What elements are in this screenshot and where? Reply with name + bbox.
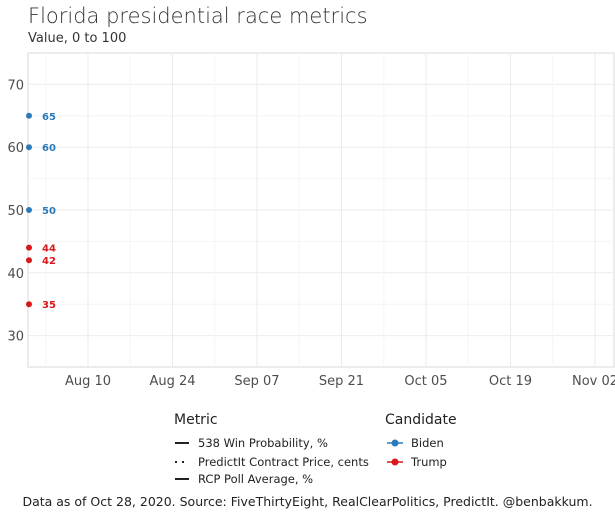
data-label-trump: 35: [42, 300, 56, 311]
y-tick-label: 70: [7, 78, 24, 93]
y-tick-label: 30: [7, 330, 24, 345]
dotted-line-key-icon: [172, 455, 192, 469]
legend-label: PredictIt Contract Price, cents: [198, 455, 369, 469]
data-point-biden: [26, 112, 32, 119]
x-tick-label: Oct 19: [489, 374, 532, 389]
data-point-biden: [26, 144, 32, 151]
biden-dot-key-icon: [385, 436, 405, 450]
y-tick-label: 50: [7, 204, 24, 219]
y-axis-ticks: 30 40 50 60 70: [7, 78, 24, 344]
legend-label: 538 Win Probability, %: [198, 436, 328, 450]
legend-label: Biden: [411, 436, 444, 450]
x-tick-label: Nov 02: [572, 374, 615, 389]
data-point-trump: [26, 244, 32, 251]
data-point-trump: [26, 257, 32, 264]
y-tick-label: 40: [7, 267, 24, 282]
legend-item-biden: Biden: [385, 436, 444, 450]
data-label-biden: 60: [42, 143, 56, 154]
y-tick-label: 60: [7, 141, 24, 156]
legend-item-rcp: RCP Poll Average, %: [172, 472, 313, 486]
x-tick-label: Oct 05: [404, 374, 447, 389]
x-tick-label: Aug 10: [65, 374, 111, 389]
trump-dot-key-icon: [385, 455, 405, 469]
data-point-biden: [26, 207, 32, 213]
legend-label: RCP Poll Average, %: [198, 472, 314, 486]
legend-item-538: 538 Win Probability, %: [172, 436, 328, 450]
legend-item-predictit: PredictIt Contract Price, cents: [172, 455, 369, 469]
data-label-trump: 44: [42, 244, 56, 255]
data-label-biden: 65: [42, 112, 56, 123]
legend-label: Trump: [411, 455, 447, 469]
x-axis-ticks: Aug 10 Aug 24 Sep 07 Sep 21 Oct 05 Oct 19 Nov …: [65, 374, 615, 389]
chart-subtitle: Value, 0 to 100: [28, 31, 127, 46]
x-tick-label: Sep 21: [319, 374, 364, 389]
data-label-biden: 50: [42, 206, 56, 217]
x-tick-label: Aug 24: [149, 374, 195, 389]
solid-line-key-icon: [172, 472, 192, 486]
data-point-trump: [26, 301, 32, 308]
legend-metric-title: Metric: [174, 412, 218, 428]
data-label-trump: 42: [42, 256, 56, 267]
x-tick-label: Sep 07: [234, 374, 279, 389]
legend-candidate-title: Candidate: [385, 412, 457, 428]
legend-item-trump: Trump: [385, 455, 447, 469]
chart-title: Florida presidential race metrics: [28, 4, 368, 28]
chart-svg: 30 40 50 60 70 Aug 10 Aug 24 Sep 07 Sep 21 Oct 0…: [7, 52, 615, 389]
chart-caption: Data as of Oct 28, 2020. Source: FiveThi…: [22, 494, 593, 509]
solid-line-key-icon: [172, 436, 192, 450]
grid: [27, 52, 615, 368]
